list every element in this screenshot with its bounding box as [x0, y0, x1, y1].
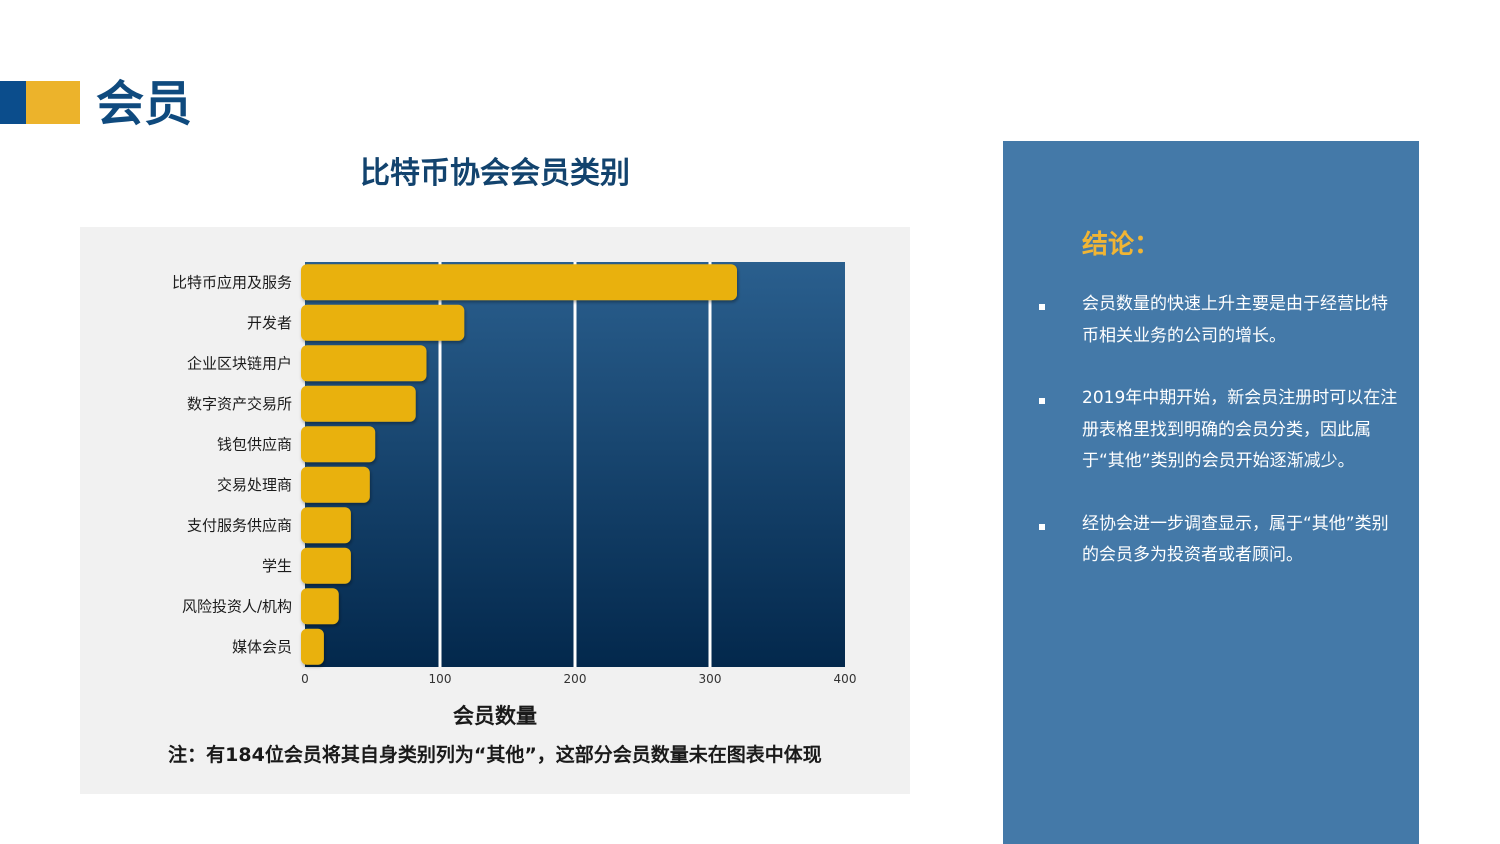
- bar: [301, 345, 427, 382]
- chart-panel: 0 100 200 300 400 比特币应用及服务开发者企业区块链用户 数字资产交易所钱包…: [80, 227, 910, 794]
- category-label: 媒体会员: [232, 638, 292, 656]
- bar: [301, 426, 376, 463]
- x-axis-label: 会员数量: [453, 704, 537, 728]
- conclusion-item: 经协会进一步调查显示，属于“其他”类别的会员多为投资者或者顾问。: [1003, 509, 1419, 572]
- category-label: 支付服务供应商: [187, 516, 292, 534]
- category-label: 数字资产交易所: [187, 395, 292, 413]
- bullet-square-icon: [1039, 523, 1045, 530]
- x-tick-label: 0: [301, 672, 309, 686]
- bar: [301, 507, 351, 544]
- bar: [301, 466, 370, 503]
- category-label: 开发者: [247, 314, 292, 332]
- title-accent-blue: [0, 81, 26, 124]
- bar: [301, 588, 339, 625]
- category-label: 学生: [262, 557, 292, 575]
- bullet-square-icon: [1039, 304, 1045, 310]
- chart-title: 比特币协会会员类别: [360, 156, 630, 191]
- title-accent-gold: [26, 81, 80, 124]
- category-label: 交易处理商: [217, 476, 292, 494]
- bullet-square-icon: [1039, 398, 1045, 404]
- bar: [301, 304, 465, 341]
- conclusion-item-text: 会员数量的快速上升主要是由于经营比特币相关业务的公司的增长。: [1082, 294, 1388, 346]
- conclusion-item: 2019年中期开始，新会员注册时可以在注册表格里找到明确的会员分类，因此属于“其…: [1003, 383, 1419, 478]
- x-tick-label: 300: [699, 672, 722, 686]
- bar: [301, 628, 324, 665]
- conclusion-panel: 结论： 会员数量的快速上升主要是由于经营比特币相关业务的公司的增长。 2019年…: [1003, 141, 1419, 844]
- bar: [301, 264, 737, 301]
- conclusion-item-text: 经协会进一步调查显示，属于“其他”类别的会员多为投资者或者顾问。: [1082, 513, 1389, 566]
- category-label: 风险投资人/机构: [182, 597, 292, 615]
- conclusion-list: 会员数量的快速上升主要是由于经营比特币相关业务的公司的增长。 2019年中期开始…: [1003, 289, 1419, 603]
- x-tick-label: 200: [564, 672, 587, 686]
- bar: [301, 547, 351, 584]
- x-tick-label: 400: [834, 672, 857, 686]
- bar: [301, 385, 416, 422]
- chart-note: 注：有184位会员将其自身类别列为“其他”，这部分会员数量未在图表中体现: [168, 744, 822, 766]
- category-label: 比特币应用及服务: [172, 273, 292, 291]
- bar-chart: 0 100 200 300 400 比特币应用及服务开发者企业区块链用户数字资产交易所钱包…: [172, 262, 857, 686]
- conclusion-title: 结论：: [1082, 230, 1161, 260]
- category-label: 企业区块链用户: [187, 354, 292, 372]
- conclusion-item-text: 2019年中期开始，新会员注册时可以在注册表格里找到明确的会员分类，因此属于“其…: [1082, 388, 1398, 471]
- category-label: 钱包供应商: [217, 435, 292, 453]
- page-title: 会员: [96, 76, 193, 132]
- x-tick-label: 100: [429, 672, 452, 686]
- conclusion-item: 会员数量的快速上升主要是由于经营比特币相关业务的公司的增长。: [1003, 289, 1419, 352]
